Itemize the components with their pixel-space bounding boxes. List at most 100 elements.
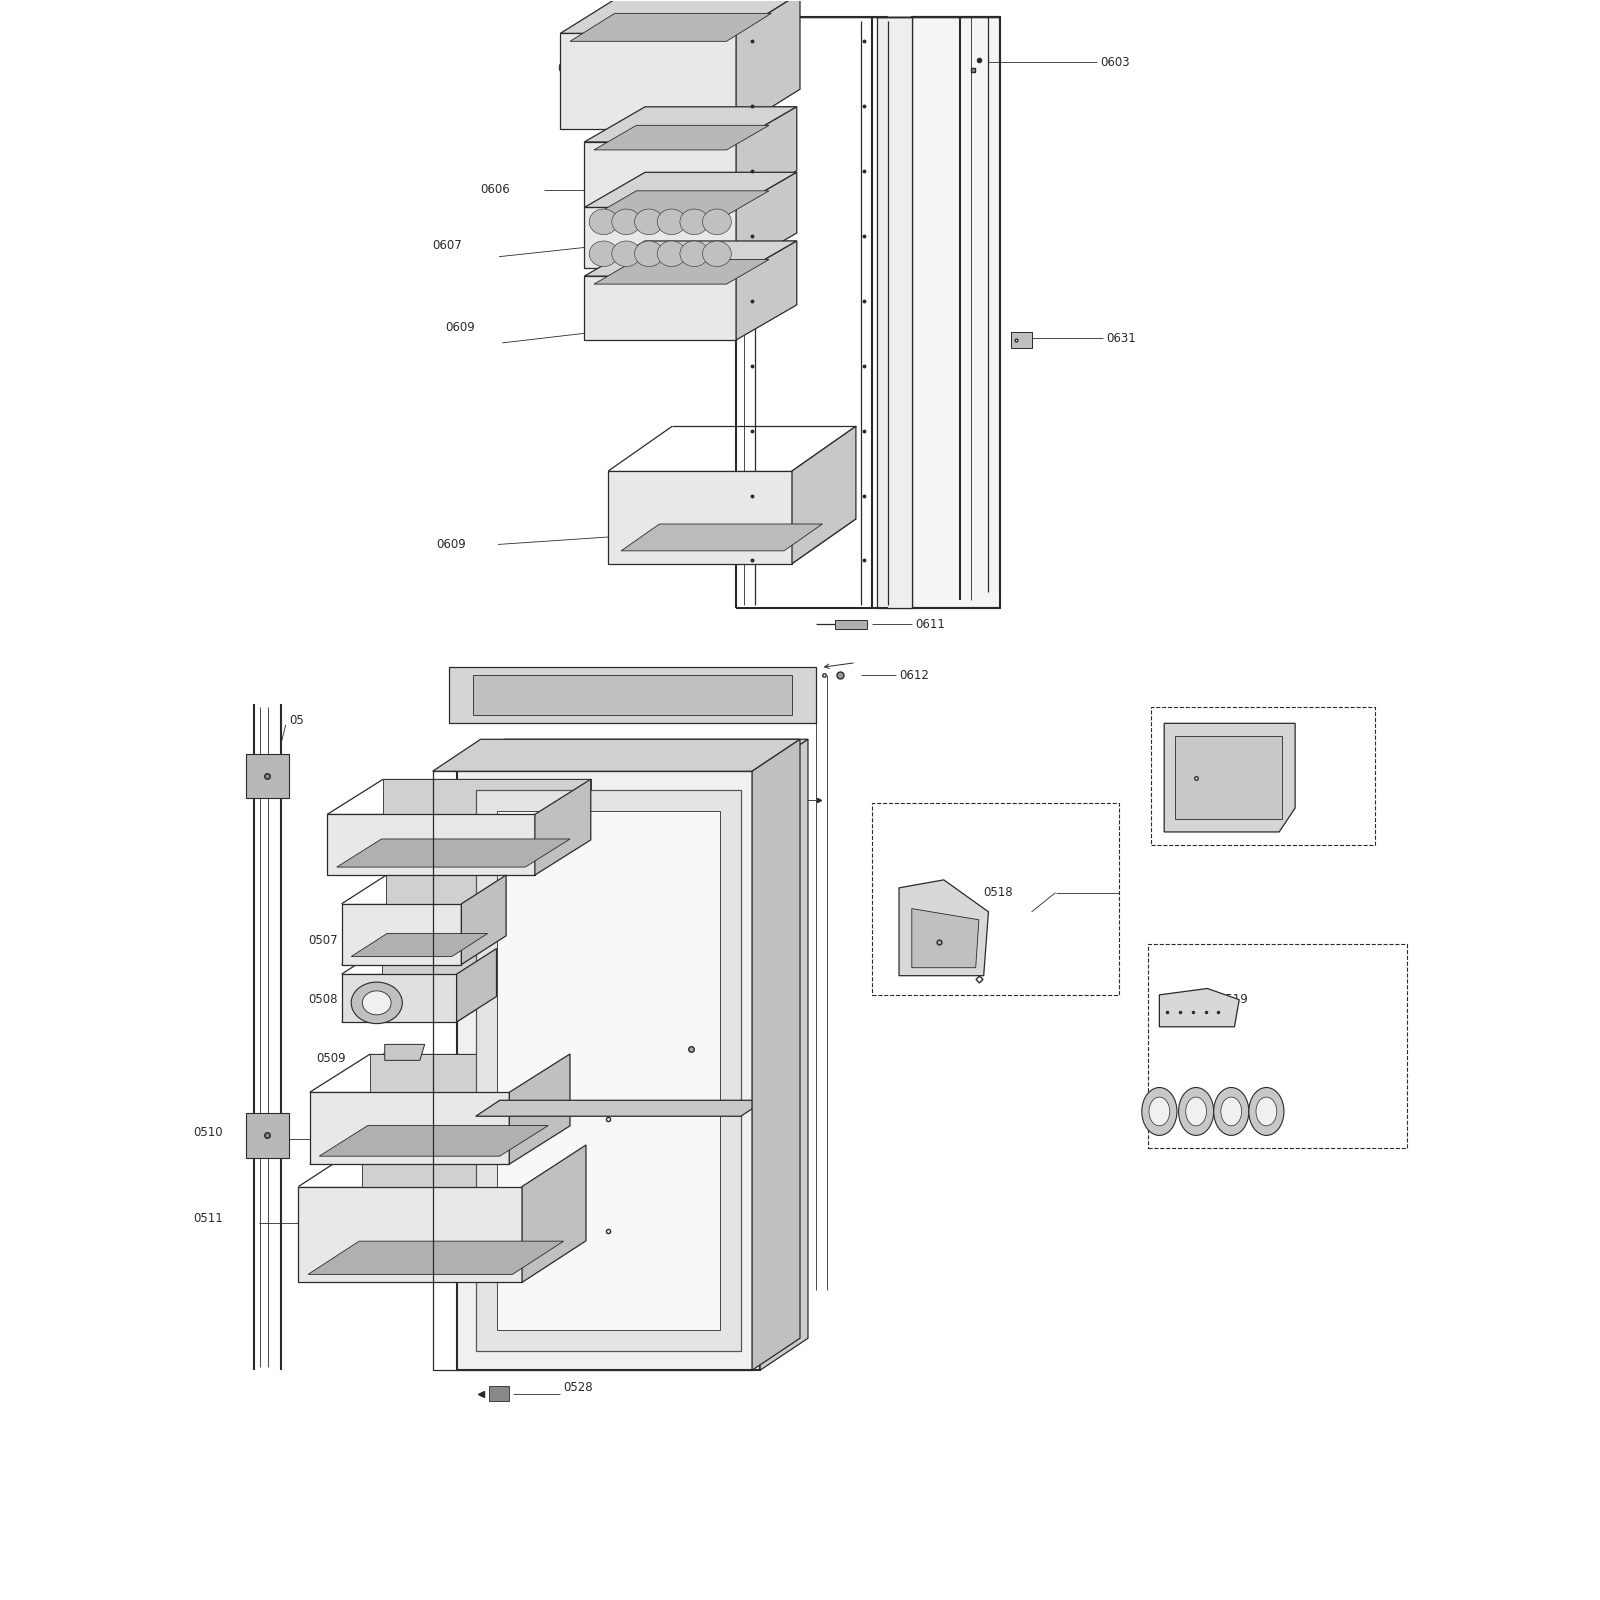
- Polygon shape: [899, 880, 989, 976]
- Polygon shape: [299, 1187, 522, 1282]
- Polygon shape: [509, 1054, 570, 1165]
- Polygon shape: [461, 875, 506, 965]
- Polygon shape: [341, 997, 496, 1022]
- Polygon shape: [584, 208, 736, 269]
- Polygon shape: [560, 0, 800, 130]
- Polygon shape: [736, 242, 797, 341]
- Polygon shape: [246, 1114, 290, 1158]
- Text: 05: 05: [290, 714, 304, 726]
- Polygon shape: [835, 619, 867, 629]
- Ellipse shape: [362, 990, 390, 1014]
- Polygon shape: [522, 1146, 586, 1282]
- Polygon shape: [752, 739, 800, 1370]
- Polygon shape: [877, 18, 912, 608]
- Polygon shape: [432, 739, 800, 771]
- Polygon shape: [246, 754, 290, 798]
- Polygon shape: [341, 974, 456, 1022]
- Polygon shape: [584, 173, 797, 208]
- Polygon shape: [341, 936, 506, 965]
- Ellipse shape: [1186, 1098, 1206, 1126]
- Polygon shape: [594, 190, 770, 216]
- Ellipse shape: [1221, 1098, 1242, 1126]
- Text: 0612: 0612: [899, 669, 930, 682]
- Text: 051: 051: [1240, 803, 1261, 816]
- Polygon shape: [1176, 736, 1282, 819]
- Polygon shape: [472, 675, 792, 715]
- Text: 0505: 0505: [459, 794, 490, 806]
- Polygon shape: [328, 840, 590, 875]
- Polygon shape: [570, 13, 771, 42]
- Ellipse shape: [1256, 1098, 1277, 1126]
- Text: 0531: 0531: [640, 1037, 670, 1050]
- Text: 0519: 0519: [1219, 994, 1248, 1006]
- Polygon shape: [328, 814, 534, 875]
- Ellipse shape: [1149, 1098, 1170, 1126]
- Ellipse shape: [680, 210, 709, 235]
- Polygon shape: [299, 1242, 586, 1282]
- Text: 0603: 0603: [1101, 56, 1130, 69]
- Ellipse shape: [1142, 1088, 1178, 1136]
- Polygon shape: [560, 34, 736, 130]
- Ellipse shape: [1179, 1088, 1214, 1136]
- Polygon shape: [496, 811, 720, 1330]
- Ellipse shape: [1214, 1088, 1250, 1136]
- Text: 0518: 0518: [984, 886, 1013, 899]
- Polygon shape: [736, 0, 800, 130]
- Ellipse shape: [589, 210, 618, 235]
- Ellipse shape: [635, 242, 664, 267]
- Polygon shape: [608, 518, 856, 563]
- Polygon shape: [912, 18, 1000, 608]
- Polygon shape: [584, 107, 797, 142]
- Ellipse shape: [680, 242, 709, 267]
- Polygon shape: [448, 667, 816, 723]
- Ellipse shape: [658, 210, 686, 235]
- Polygon shape: [341, 904, 461, 965]
- Polygon shape: [584, 107, 797, 206]
- Polygon shape: [475, 790, 741, 1350]
- Text: 0507: 0507: [309, 934, 338, 947]
- Polygon shape: [584, 142, 736, 206]
- Polygon shape: [456, 949, 496, 1022]
- Polygon shape: [736, 173, 797, 269]
- Polygon shape: [338, 838, 570, 867]
- Polygon shape: [488, 1386, 509, 1400]
- Ellipse shape: [658, 242, 686, 267]
- Ellipse shape: [702, 242, 731, 267]
- Polygon shape: [456, 771, 760, 1370]
- Polygon shape: [370, 1054, 570, 1126]
- Text: 0508: 0508: [309, 994, 338, 1006]
- Polygon shape: [792, 426, 856, 563]
- Polygon shape: [560, 0, 800, 34]
- Polygon shape: [584, 242, 797, 341]
- Polygon shape: [320, 1125, 549, 1157]
- Polygon shape: [309, 1242, 563, 1274]
- Ellipse shape: [635, 210, 664, 235]
- Polygon shape: [384, 1045, 424, 1061]
- Text: 0631: 0631: [1107, 331, 1136, 346]
- Polygon shape: [310, 1093, 509, 1165]
- Ellipse shape: [611, 242, 640, 267]
- Polygon shape: [386, 875, 506, 936]
- Polygon shape: [594, 259, 770, 285]
- Polygon shape: [912, 909, 979, 968]
- Polygon shape: [382, 779, 590, 840]
- Polygon shape: [310, 1126, 570, 1165]
- Text: 0607: 0607: [432, 240, 462, 253]
- Polygon shape: [534, 779, 590, 875]
- Ellipse shape: [350, 982, 402, 1024]
- Polygon shape: [594, 125, 770, 150]
- Text: 0511: 0511: [194, 1211, 222, 1226]
- Polygon shape: [350, 933, 488, 957]
- Text: 0606: 0606: [480, 184, 510, 197]
- Text: 0528: 0528: [563, 1381, 594, 1394]
- Text: 0509: 0509: [317, 1053, 346, 1066]
- Text: 0609: 0609: [445, 320, 475, 334]
- Text: 0530: 0530: [621, 1077, 651, 1090]
- Polygon shape: [621, 525, 822, 550]
- Polygon shape: [1165, 723, 1294, 832]
- Polygon shape: [760, 739, 808, 1370]
- Polygon shape: [1160, 989, 1240, 1027]
- Polygon shape: [584, 242, 797, 277]
- Text: 0506: 0506: [334, 853, 363, 866]
- Polygon shape: [1011, 333, 1032, 347]
